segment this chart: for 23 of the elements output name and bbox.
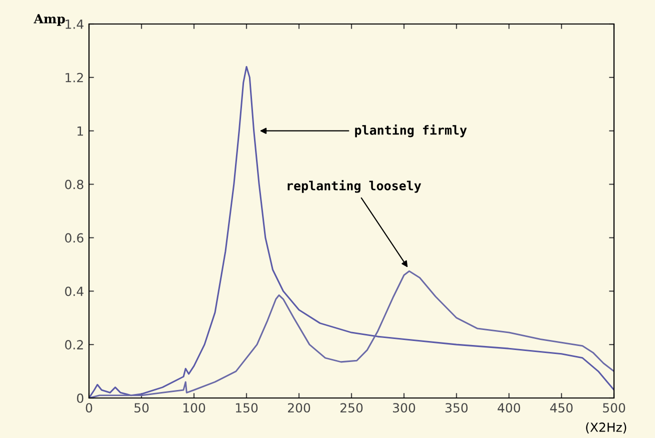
x-tick-label: 400: [498, 403, 520, 413]
x-tick-label: 450: [550, 403, 573, 413]
x-tick-label: 0: [86, 403, 92, 413]
y-tick-label: 1.2: [66, 72, 83, 82]
x-tick-label: 250: [340, 403, 363, 413]
y-tick-label: 0.2: [65, 340, 83, 350]
x-tick-label: 300: [393, 403, 416, 413]
annotation: planting firmly: [355, 124, 467, 138]
x-tick-label: 50: [134, 403, 149, 413]
annotation: replanting loosely: [288, 180, 422, 193]
y-tick-label: 1.4: [66, 20, 84, 29]
y-tick-label: 0.6: [65, 233, 84, 243]
y-tick-label: 1: [78, 126, 83, 136]
y-tick-label: 0: [77, 393, 84, 403]
y-tick-label: 0.8: [65, 180, 84, 190]
x-tick-label: 500: [603, 403, 626, 413]
x-tick-label: 150: [236, 403, 258, 413]
y-tick-label: 0.4: [65, 286, 84, 296]
y-axis-title: Amp: [34, 14, 65, 26]
x-tick-label: 100: [183, 403, 206, 413]
x-tick-label: 200: [288, 403, 310, 413]
x-tick-label: 350: [446, 403, 468, 413]
x-axis-title: (X2Hz): [586, 422, 626, 434]
